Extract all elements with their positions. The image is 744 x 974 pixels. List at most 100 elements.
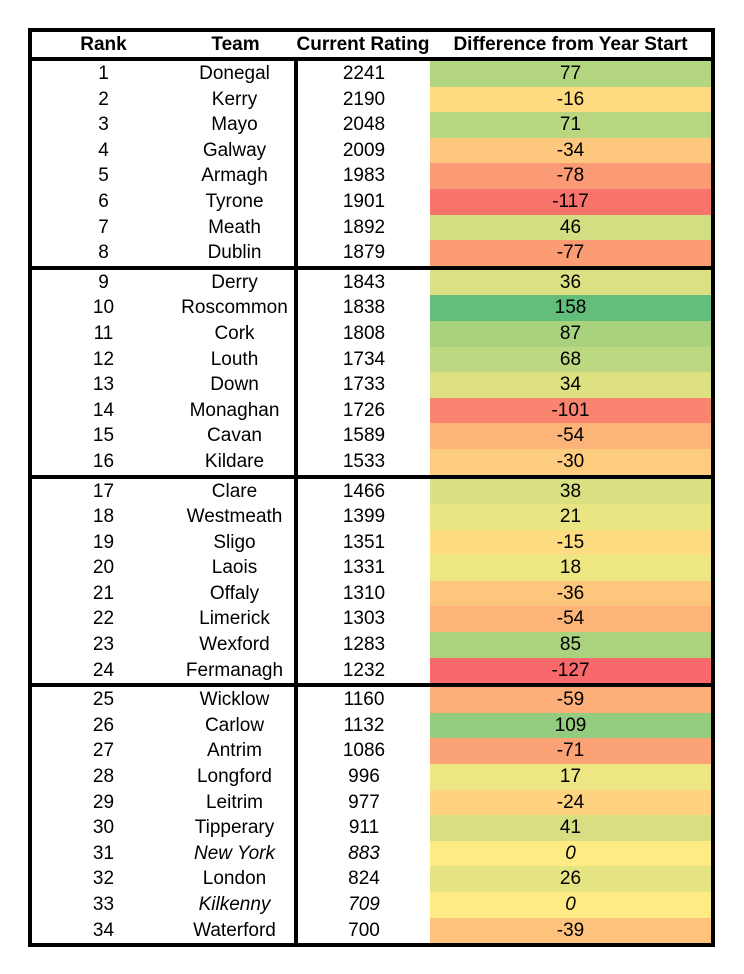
difference-cell: -30 bbox=[430, 448, 713, 477]
rank-cell: 28 bbox=[92, 766, 115, 788]
rating-cell: 1892 bbox=[294, 214, 430, 241]
rating-cell: 1331 bbox=[294, 555, 430, 581]
rating-cell: 1533 bbox=[294, 448, 430, 477]
rank-cell: 15 bbox=[92, 425, 115, 447]
rank-cell: 16 bbox=[92, 450, 115, 472]
column-header-difference: Difference from Year Start bbox=[430, 30, 713, 61]
difference-cell: 85 bbox=[430, 632, 713, 658]
rank-cell: 30 bbox=[92, 817, 115, 839]
difference-cell: -24 bbox=[430, 789, 713, 816]
rating-cell: 1310 bbox=[294, 580, 430, 607]
rank-cell: 5 bbox=[98, 165, 109, 187]
difference-cell: 41 bbox=[430, 815, 713, 841]
rank-cell: 26 bbox=[92, 714, 115, 736]
table-row: 29 Leitrim 977 -24 bbox=[30, 789, 713, 816]
rank-cell: 7 bbox=[98, 216, 109, 238]
rating-cell: 911 bbox=[294, 815, 430, 841]
difference-cell: 158 bbox=[430, 295, 713, 321]
rating-cell: 1733 bbox=[294, 372, 430, 398]
team-cell: Antrim bbox=[207, 740, 262, 762]
team-cell: Westmeath bbox=[186, 506, 283, 528]
team-cell: London bbox=[202, 868, 267, 890]
team-cell: Kildare bbox=[204, 450, 265, 472]
table-row: 33 Kilkenny 709 0 bbox=[30, 892, 713, 918]
difference-cell: -77 bbox=[430, 240, 713, 268]
rating-cell: 1232 bbox=[294, 657, 430, 686]
difference-cell: 18 bbox=[430, 555, 713, 581]
rating-cell: 1726 bbox=[294, 397, 430, 424]
difference-cell: -39 bbox=[430, 917, 713, 946]
team-cell: Carlow bbox=[204, 714, 265, 736]
rank-cell: 32 bbox=[92, 868, 115, 890]
team-cell: Galway bbox=[202, 139, 267, 161]
rating-cell: 1351 bbox=[294, 529, 430, 556]
column-header-team: Team bbox=[175, 30, 296, 61]
team-cell: Mayo bbox=[211, 114, 258, 136]
table-row: 32 London 824 26 bbox=[30, 866, 713, 892]
rating-cell: 2048 bbox=[294, 112, 430, 138]
rating-cell: 824 bbox=[294, 866, 430, 892]
table-row: 3 Mayo 2048 71 bbox=[30, 112, 713, 138]
difference-cell: -71 bbox=[430, 738, 713, 765]
difference-cell: -15 bbox=[430, 529, 713, 556]
rating-cell: 1843 bbox=[294, 265, 430, 296]
rank-cell: 33 bbox=[92, 894, 115, 915]
table-row: 8 Dublin 1879 -77 bbox=[30, 240, 713, 268]
team-cell: Waterford bbox=[193, 919, 276, 941]
rank-cell: 22 bbox=[92, 608, 115, 630]
rank-cell: 4 bbox=[98, 139, 109, 161]
team-cell: Dublin bbox=[207, 242, 262, 264]
rank-cell: 9 bbox=[30, 265, 175, 296]
table-row: 14 Monaghan 1726 -101 bbox=[30, 397, 713, 424]
difference-cell: 38 bbox=[430, 474, 713, 505]
rank-cell: 24 bbox=[92, 659, 115, 681]
team-cell: Armagh bbox=[201, 165, 268, 187]
rating-cell: 996 bbox=[294, 764, 430, 790]
table-row: 28 Longford 996 17 bbox=[30, 764, 713, 790]
rating-cell: 1734 bbox=[294, 346, 430, 373]
difference-cell: 0 bbox=[430, 892, 713, 918]
rank-cell: 8 bbox=[98, 242, 109, 264]
difference-cell: 17 bbox=[430, 764, 713, 790]
rating-cell: 2190 bbox=[294, 86, 430, 113]
team-cell: Offaly bbox=[209, 582, 260, 604]
ratings-table: Rank Team Current Rating Difference from… bbox=[28, 28, 715, 948]
table-row: 6 Tyrone 1901 -117 bbox=[30, 188, 713, 215]
rank-cell: 3 bbox=[98, 114, 109, 136]
rating-cell: 1983 bbox=[294, 163, 430, 189]
difference-cell: -78 bbox=[430, 163, 713, 189]
rank-cell: 17 bbox=[30, 474, 175, 505]
rating-cell: 1838 bbox=[294, 295, 430, 321]
rank-cell: 6 bbox=[98, 190, 109, 212]
table-row: 22 Limerick 1303 -54 bbox=[30, 606, 713, 633]
rank-cell: 34 bbox=[92, 919, 115, 941]
rank-cell: 10 bbox=[92, 297, 115, 319]
rating-cell: 1086 bbox=[294, 738, 430, 765]
table-row: 19 Sligo 1351 -15 bbox=[30, 529, 713, 556]
rating-cell: 2241 bbox=[294, 59, 430, 87]
team-cell: Clare bbox=[175, 474, 296, 505]
difference-cell: 87 bbox=[430, 320, 713, 347]
difference-cell: -117 bbox=[430, 188, 713, 215]
rank-cell: 1 bbox=[98, 63, 109, 84]
team-cell: Derry bbox=[175, 265, 296, 296]
header-row: Rank Team Current Rating Difference from… bbox=[30, 30, 713, 61]
team-cell: Fermanagh bbox=[185, 659, 284, 681]
rating-cell: 1808 bbox=[294, 320, 430, 347]
table-row: 7 Meath 1892 46 bbox=[30, 214, 713, 241]
column-header-rank: Rank bbox=[30, 30, 175, 61]
table-row: 5 Armagh 1983 -78 bbox=[30, 163, 713, 189]
difference-cell: 46 bbox=[430, 214, 713, 241]
team-cell: Tipperary bbox=[194, 817, 275, 839]
difference-cell: 109 bbox=[430, 712, 713, 739]
rank-cell: 13 bbox=[92, 374, 115, 396]
difference-cell: 77 bbox=[430, 59, 713, 87]
rating-cell: 1132 bbox=[294, 712, 430, 739]
column-header-current-rating: Current Rating bbox=[296, 30, 430, 61]
difference-cell: 26 bbox=[430, 866, 713, 892]
difference-cell: -36 bbox=[430, 580, 713, 607]
team-cell: Louth bbox=[210, 348, 259, 370]
table-row: 13 Down 1733 34 bbox=[30, 372, 713, 398]
team-cell: Kerry bbox=[211, 88, 258, 110]
table-row: 16 Kildare 1533 -30 bbox=[30, 448, 713, 477]
